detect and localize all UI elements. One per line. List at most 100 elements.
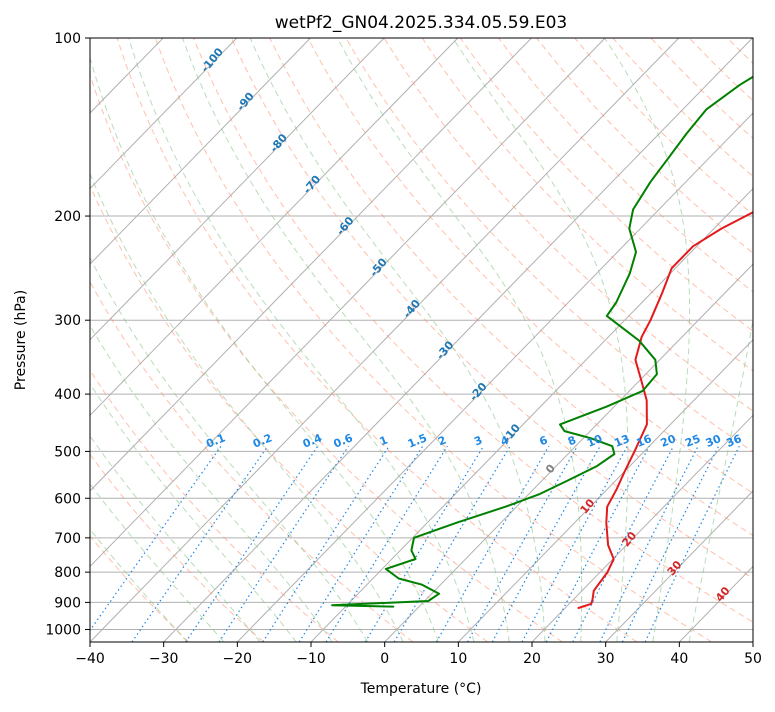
mixing-ratio-line	[82, 446, 221, 642]
moist-adiabat-line	[16, 38, 368, 642]
dry-adiabat-line	[308, 38, 775, 642]
mixing-ratio-line	[394, 446, 510, 642]
y-tick-label: 700	[54, 531, 81, 547]
isotherm-label: -40	[400, 297, 423, 321]
isotherm-label-warm: 30	[665, 558, 685, 578]
mixing-ratio-label: 0.1	[204, 431, 227, 450]
dry-adiabat-line	[0, 38, 338, 642]
moist-adiabat-line	[689, 38, 773, 642]
y-tick-label: 300	[54, 313, 81, 329]
x-tick-label: −20	[223, 651, 253, 667]
x-tick-label: 50	[744, 651, 762, 667]
isotherm-label: -20	[467, 380, 490, 404]
dewpoint-profile-line	[332, 38, 775, 607]
isotherm-gridline	[164, 38, 753, 642]
dry-adiabat-line	[765, 38, 775, 642]
mixing-ratio-line	[622, 446, 718, 642]
background-lines	[0, 38, 775, 642]
mixing-ratio-label: 1	[378, 434, 390, 449]
mixing-ratio-line	[645, 446, 739, 642]
isotherm-gridline	[753, 38, 775, 642]
x-tick-label: 0	[380, 651, 389, 667]
moist-adiabat-line	[605, 38, 690, 642]
mixing-ratio-label: 3	[472, 434, 484, 449]
mixing-ratio-label: 0.4	[301, 431, 324, 450]
isotherm-label: -80	[267, 131, 290, 155]
y-tick-label: 1000	[45, 622, 81, 638]
mixing-ratio-line	[219, 446, 349, 642]
moist-adiabat-line	[453, 38, 628, 642]
y-tick-label: 400	[54, 387, 81, 403]
profiles	[332, 38, 775, 608]
isotherm-gridline	[0, 38, 384, 642]
moist-adiabat-line	[0, 38, 260, 642]
moist-adiabat-line	[0, 38, 224, 642]
isotherm-label: -100	[198, 45, 226, 75]
isotherm-label: -30	[434, 338, 457, 362]
mixing-ratio-label: 25	[683, 432, 702, 450]
x-axis-label: Temperature (°C)	[360, 681, 482, 697]
mixing-ratio-label: 0.6	[332, 431, 355, 450]
mixing-ratio-label: 13	[612, 432, 631, 450]
dry-adiabat-line	[155, 38, 711, 642]
mixing-ratio-label: 1.5	[406, 431, 429, 450]
moist-adiabat-line	[129, 38, 474, 642]
moist-adiabat-line	[48, 38, 403, 642]
y-tick-label: 800	[54, 565, 81, 581]
x-tick-label: 40	[670, 651, 688, 667]
isotherm-label-warm: 0	[543, 462, 558, 476]
isotherm-gridline	[532, 38, 775, 642]
dry-adiabat-line	[422, 38, 775, 642]
isotherm-gridline	[16, 38, 605, 642]
dry-adiabat-line	[3, 38, 413, 642]
isotherm-label: -90	[234, 90, 257, 114]
mixing-ratio-label: 10	[585, 432, 604, 450]
mixing-ratio-label: 2	[436, 434, 448, 449]
mixing-ratio-label: 20	[659, 432, 678, 450]
isotherm-gridline	[0, 38, 310, 642]
mixing-ratio-label: 6	[538, 433, 550, 448]
x-tick-label: 10	[449, 651, 467, 667]
y-tick-label: 200	[54, 209, 81, 225]
dry-adiabat-line	[117, 38, 637, 642]
x-tick-label: −30	[149, 651, 179, 667]
mixing-ratio-line	[600, 446, 698, 642]
y-tick-label: 600	[54, 491, 81, 507]
y-tick-label: 500	[54, 444, 81, 460]
mixing-ratio-line	[326, 446, 447, 642]
dry-adiabat-line	[651, 38, 775, 642]
x-tick-label: 30	[597, 651, 615, 667]
moist-adiabat-line	[0, 38, 332, 642]
mixing-ratio-line	[492, 446, 600, 642]
dry-adiabat-line	[727, 38, 775, 642]
x-tick-label: −10	[296, 651, 326, 667]
moist-adiabat-line	[250, 38, 545, 642]
plot-frame	[90, 38, 753, 642]
mixing-ratio-line	[436, 446, 548, 642]
grid-lines	[0, 38, 775, 642]
isotherm-gridline	[0, 38, 237, 642]
dry-adiabat-line	[689, 38, 775, 642]
mixing-ratio-label: 30	[704, 432, 723, 450]
isotherm-label-warm: 40	[713, 584, 733, 604]
isotherm-label-warm: 10	[578, 496, 598, 516]
y-tick-label: 900	[54, 595, 81, 611]
mixing-ratio-line	[299, 446, 423, 642]
x-tick-label: 20	[523, 651, 541, 667]
mixing-ratio-line	[522, 446, 627, 642]
isotherm-label: -70	[301, 173, 324, 197]
moist-adiabat-line	[183, 38, 510, 642]
mixing-ratio-line	[132, 446, 268, 642]
isotherm-gridline	[0, 38, 458, 642]
isotherm-gridline	[0, 38, 531, 642]
isotherm-gridline	[311, 38, 775, 642]
y-tick-label: 100	[54, 31, 81, 47]
dry-adiabat-line	[0, 38, 264, 642]
y-axis-label: Pressure (hPa)	[13, 290, 29, 390]
chart-title: wetPf2_GN04.2025.334.05.59.E03	[275, 13, 567, 33]
isotherm-label: -60	[334, 214, 357, 238]
moist-adiabat-line	[337, 38, 581, 642]
temperature-profile-line	[578, 38, 775, 608]
